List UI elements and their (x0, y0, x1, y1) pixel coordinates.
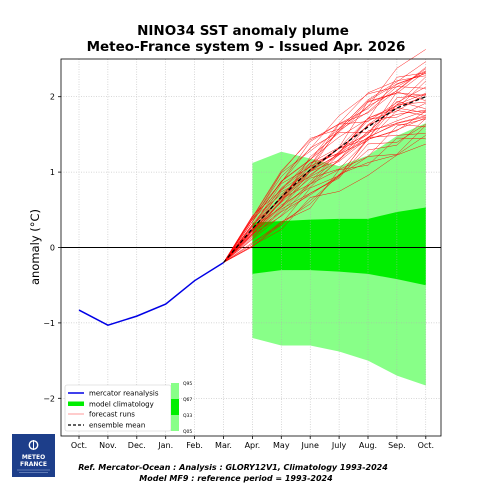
y-tick-label-1: −1 (43, 319, 55, 328)
forecast-run-38 (223, 73, 426, 263)
quantile-label-q95: Q95 (183, 381, 192, 387)
forecast-run-34 (223, 68, 426, 263)
ensemble-mean (223, 96, 427, 264)
quantile-key-inner (171, 399, 179, 415)
x-tick-label-9: July (331, 441, 347, 450)
forecast-run-6 (223, 70, 426, 263)
x-tick-label-10: Aug. (359, 441, 377, 450)
chart-subtitle: Meteo-France system 9 - Issued Apr. 2026 (87, 39, 406, 55)
quantile-label-q33: Q33 (183, 413, 192, 419)
y-tick-label-0: −2 (43, 394, 55, 403)
y-axis: −2 −1 0 1 2 (43, 93, 61, 403)
forecast-runs (223, 49, 426, 263)
forecast-run-29 (223, 73, 426, 263)
forecast-run-26 (223, 117, 426, 263)
forecast-run-35 (223, 110, 426, 263)
forecast-run-19 (223, 118, 426, 263)
forecast-run-33 (223, 86, 426, 263)
footer-line-2: Model MF9 : reference period = 1993-2024 (139, 474, 333, 483)
x-tick-label-0: Oct. (71, 441, 87, 450)
x-tick-label-1: Nov. (99, 441, 117, 450)
forecast-run-1 (223, 94, 426, 263)
quantile-key-outer-top (171, 383, 179, 399)
x-tick-label-4: Feb. (186, 441, 203, 450)
x-tick-label-8: June (300, 441, 319, 450)
x-tick-label-5: Mar. (215, 441, 232, 450)
logo-text-line1: METEO (22, 454, 45, 461)
legend: mercator reanalysis model climatology fo… (64, 384, 172, 432)
legend-label-climatology: model climatology (89, 401, 154, 409)
forecast-run-31 (223, 75, 426, 263)
x-tick-label-2: Dec. (128, 441, 146, 450)
quantile-label-q67: Q67 (183, 397, 192, 403)
quantile-label-q05: Q05 (183, 429, 192, 435)
x-tick-label-7: May (273, 441, 290, 450)
legend-label-runs: forecast runs (89, 411, 135, 419)
legend-swatch-climatology (68, 401, 84, 406)
ensemble-mean-line (223, 96, 427, 264)
reanalysis-line (78, 261, 224, 326)
reanalysis (78, 261, 224, 326)
chart-title: NINO34 SST anomaly plume (137, 23, 349, 39)
x-axis: Oct. Nov. Dec. Jan. Feb. Mar. Apr. May June July A… (71, 436, 434, 450)
legend-label-reanalysis: mercator reanalysis (89, 390, 159, 398)
logo-text-line2: FRANCE (20, 461, 47, 468)
x-tick-label-6: Apr. (245, 441, 261, 450)
forecast-run-16 (223, 118, 426, 263)
forecast-run-37 (223, 143, 426, 263)
y-tick-label-3: 1 (50, 168, 55, 177)
meteo-france-logo: METEO FRANCE (12, 434, 55, 477)
legend-label-mean: ensemble mean (89, 422, 145, 430)
x-tick-label-3: Jan. (157, 441, 173, 450)
forecast-run-15 (223, 123, 426, 263)
y-tick-label-2: 0 (50, 244, 55, 253)
forecast-run-17 (223, 86, 426, 263)
x-tick-label-12: Oct. (418, 441, 434, 450)
climatology-band-q33-q67 (252, 207, 426, 286)
quantile-key: Q95 Q67 Q33 Q05 (171, 381, 192, 435)
quantile-key-outer-bottom (171, 415, 179, 431)
y-tick-label-4: 2 (50, 93, 55, 102)
y-axis-label: anomaly (°C) (28, 209, 42, 285)
footer-line-1: Ref. Mercator-Ocean : Analysis : GLORY12… (78, 463, 388, 472)
forecast-run-36 (223, 123, 426, 263)
forecast-run-40 (223, 61, 426, 263)
x-tick-label-11: Sep. (388, 441, 406, 450)
forecast-run-24 (223, 109, 426, 263)
